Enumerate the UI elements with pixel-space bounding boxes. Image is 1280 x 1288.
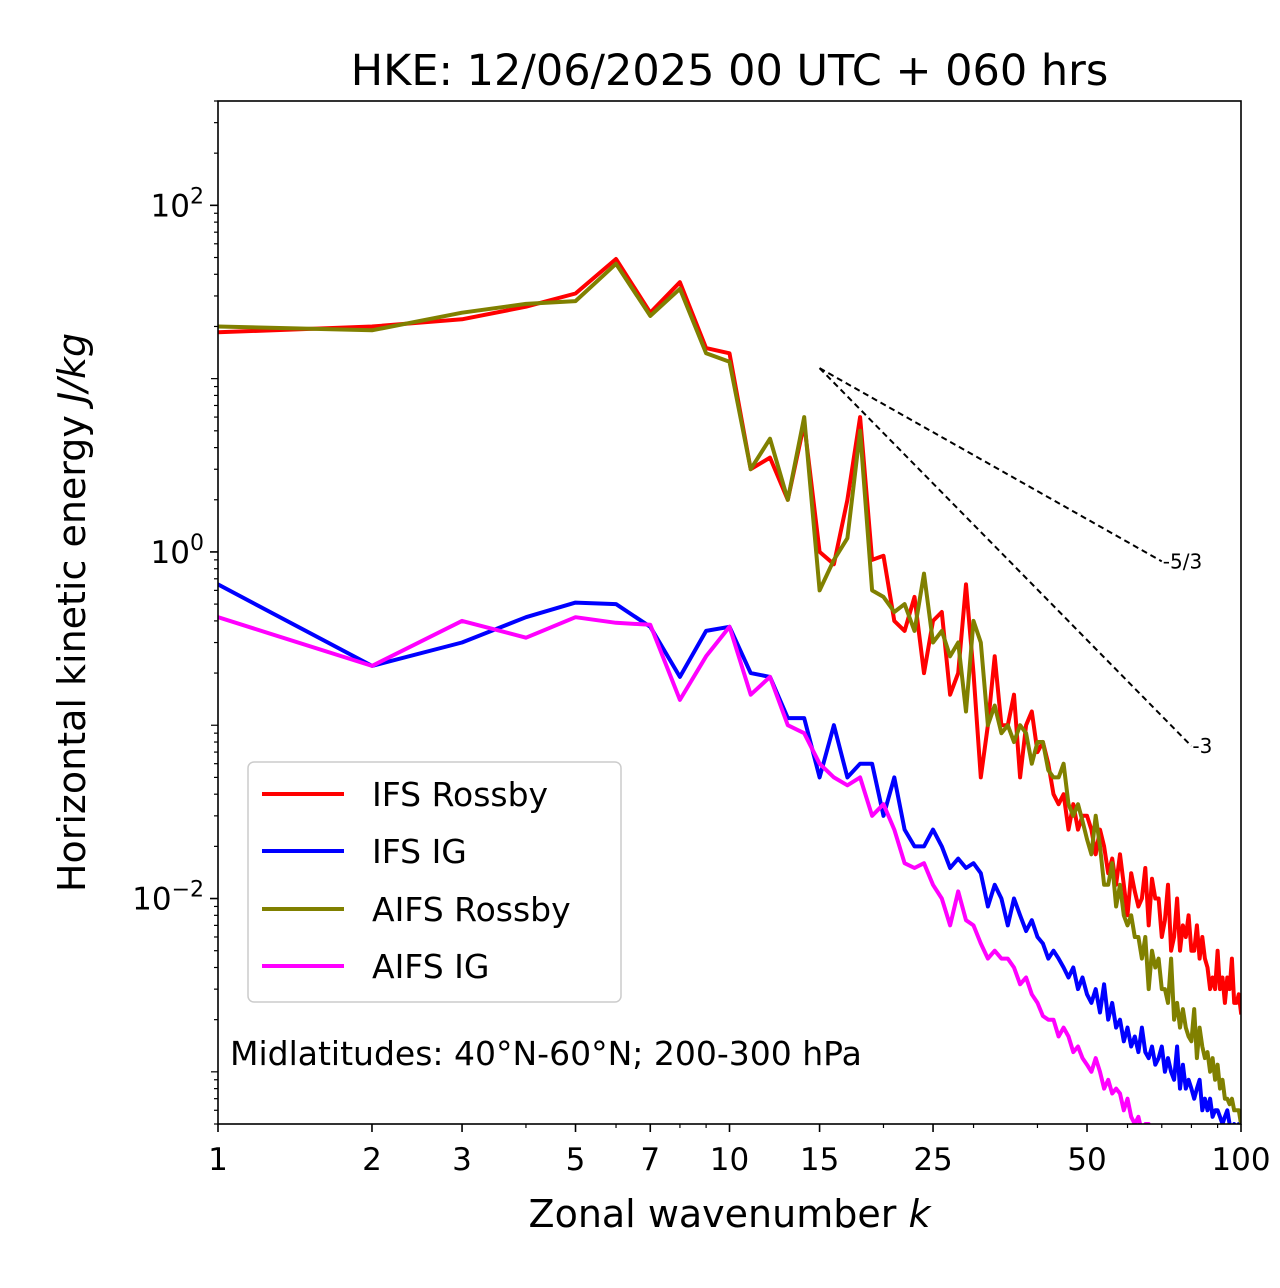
y-tick-label: 100 [151, 531, 204, 571]
x-tick-label: 3 [452, 1142, 472, 1178]
series-line-ifs-ig [218, 582, 1241, 1124]
x-tick-label: 25 [913, 1142, 952, 1178]
reference-line-slope-3 [818, 367, 1193, 747]
y-tick-label: 10−2 [132, 878, 204, 918]
legend-label-ifs-ig: IFS IG [372, 832, 467, 871]
y-axis-ticks: 102 100 10−2 [132, 100, 218, 1125]
x-axis-label-text: Zonal wavenumber [529, 1192, 897, 1236]
x-tick-label: 7 [640, 1142, 660, 1178]
x-tick-label: 50 [1067, 1142, 1106, 1178]
x-axis-ticks: 1 2 3 5 7 10 15 25 50 100 [208, 1124, 1271, 1178]
x-tick-label: 100 [1211, 1142, 1270, 1178]
y-axis-label: Horizontal kinetic energy J/kg [50, 333, 94, 892]
series-line-ifs-rossby [218, 257, 1241, 1015]
legend-label-aifs-ig: AIFS IG [372, 947, 489, 986]
x-axis-label: Zonal wavenumber k [529, 1192, 933, 1236]
region-annotation: Midlatitudes: 40°N-60°N; 200-300 hPa [230, 1034, 862, 1073]
series-line-aifs-rossby [218, 261, 1241, 1124]
legend-box [247, 761, 622, 1003]
series-layer [218, 257, 1241, 1124]
x-tick-label: 1 [208, 1142, 228, 1178]
x-axis-label-var: k [908, 1192, 932, 1236]
y-axis-label-text: Horizontal kinetic energy [50, 415, 94, 892]
legend-label-ifs-rossby: IFS Rossby [372, 775, 548, 814]
x-tick-label: 10 [710, 1142, 749, 1178]
reference-lines: -5/3 -3 [818, 367, 1212, 758]
legend-label-aifs-rossby: AIFS Rossby [372, 890, 571, 929]
x-tick-label: 15 [800, 1142, 839, 1178]
reference-line-slope-5-3 [819, 367, 1163, 563]
x-tick-label: 2 [362, 1142, 382, 1178]
reference-line-label-5-3: -5/3 [1163, 549, 1202, 573]
reference-line-label-3: -3 [1192, 734, 1212, 758]
chart-title: HKE: 12/06/2025 00 UTC + 060 hrs [351, 46, 1108, 96]
x-tick-label: 5 [566, 1142, 586, 1178]
series-line-aifs-ig [218, 615, 1151, 1124]
y-axis-label-units: J/kg [50, 333, 94, 410]
y-tick-label: 102 [151, 184, 204, 224]
legend: IFS Rossby IFS IG AIFS Rossby AIFS IG [247, 761, 622, 1003]
